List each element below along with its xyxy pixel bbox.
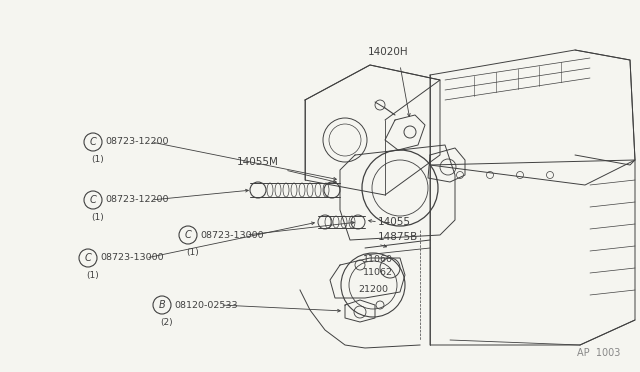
Text: 08723-13000: 08723-13000 [200,231,264,240]
Text: C: C [84,253,92,263]
Text: (1): (1) [91,155,104,164]
Text: 08723-13000: 08723-13000 [100,253,164,263]
Text: 14055M: 14055M [237,157,279,167]
Text: 08120-02533: 08120-02533 [174,301,237,310]
Text: 14875B: 14875B [378,232,419,242]
Text: (1): (1) [186,248,199,257]
Text: 21200: 21200 [358,285,388,294]
Text: C: C [184,230,191,240]
Text: (2): (2) [160,318,173,327]
Text: 14055: 14055 [378,217,411,227]
Text: (1): (1) [91,213,104,222]
Text: 14020H: 14020H [368,47,408,57]
Text: B: B [159,300,165,310]
Text: 11060: 11060 [363,255,393,264]
Text: C: C [90,195,97,205]
Text: (1): (1) [86,271,99,280]
Text: C: C [90,137,97,147]
Text: 11062: 11062 [363,268,393,277]
Text: 08723-12200: 08723-12200 [105,196,168,205]
Text: AP  1003: AP 1003 [577,348,620,358]
Text: 08723-12200: 08723-12200 [105,138,168,147]
